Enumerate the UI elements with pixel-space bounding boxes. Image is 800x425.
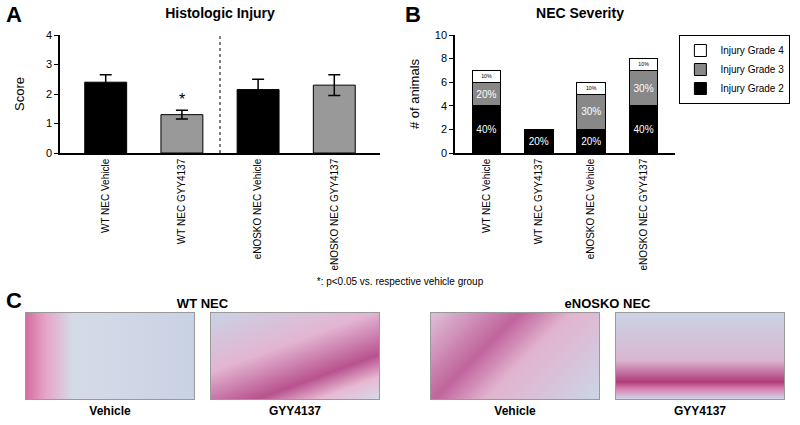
html-text:eNOSKO NEC: eNOSKO NEC bbox=[564, 296, 651, 311]
svg-text:eNOSKO NEC GYY4137: eNOSKO NEC GYY4137 bbox=[329, 158, 340, 270]
html-text:Vehicle: Vehicle bbox=[89, 404, 131, 418]
svg-text:4: 4 bbox=[46, 29, 52, 41]
svg-text:10%: 10% bbox=[586, 85, 597, 91]
html-text:*: p<0.05 vs. respective vehic: *: p<0.05 vs. respective vehicle group bbox=[316, 276, 484, 287]
svg-text:eNOSKO NEC Vehicle: eNOSKO NEC Vehicle bbox=[585, 158, 596, 259]
html-text:WT NEC: WT NEC bbox=[176, 296, 229, 311]
svg-text:3: 3 bbox=[46, 58, 52, 70]
svg-text:eNOSKO NEC GYY4137: eNOSKO NEC GYY4137 bbox=[638, 158, 649, 270]
svg-text:Histologic Injury: Histologic Injury bbox=[165, 5, 275, 21]
html-text:A: A bbox=[6, 2, 22, 27]
svg-text:NEC Severity: NEC Severity bbox=[536, 5, 624, 21]
svg-text:0: 0 bbox=[46, 147, 52, 159]
svg-text:Injury Grade 3: Injury Grade 3 bbox=[720, 64, 784, 75]
svg-text:WT NEC GYY4137: WT NEC GYY4137 bbox=[176, 158, 187, 244]
html-text:C: C bbox=[6, 288, 22, 313]
svg-text:6: 6 bbox=[441, 76, 447, 88]
svg-text:Score: Score bbox=[12, 77, 27, 111]
svg-text:0: 0 bbox=[441, 147, 447, 159]
svg-text:WT NEC Vehicle: WT NEC Vehicle bbox=[481, 158, 492, 233]
html-text:B: B bbox=[405, 2, 421, 27]
html-text:Vehicle: Vehicle bbox=[494, 404, 536, 418]
svg-text:10: 10 bbox=[435, 29, 447, 41]
svg-text:WT NEC Vehicle: WT NEC Vehicle bbox=[100, 158, 111, 233]
svg-text:20%: 20% bbox=[476, 89, 496, 100]
svg-text:4: 4 bbox=[441, 100, 447, 112]
svg-text:30%: 30% bbox=[581, 106, 601, 117]
svg-text:2: 2 bbox=[46, 88, 52, 100]
svg-text:Injury Grade 4: Injury Grade 4 bbox=[720, 45, 784, 56]
svg-text:1: 1 bbox=[46, 117, 52, 129]
html-text:GYY4137: GYY4137 bbox=[269, 404, 321, 418]
svg-text:WT NEC GYY4137: WT NEC GYY4137 bbox=[533, 158, 544, 244]
svg-text:40%: 40% bbox=[476, 124, 496, 135]
svg-text:40%: 40% bbox=[634, 124, 654, 135]
svg-text:Injury Grade 2: Injury Grade 2 bbox=[720, 83, 784, 94]
svg-text:8: 8 bbox=[441, 52, 447, 64]
svg-text:10%: 10% bbox=[481, 73, 492, 79]
svg-text:2: 2 bbox=[441, 123, 447, 135]
svg-text:*: * bbox=[179, 91, 185, 108]
svg-text:20%: 20% bbox=[529, 136, 549, 147]
svg-text:10%: 10% bbox=[638, 61, 649, 67]
svg-text:20%: 20% bbox=[581, 136, 601, 147]
svg-text:30%: 30% bbox=[634, 83, 654, 94]
svg-text:# of animals: # of animals bbox=[407, 58, 422, 129]
svg-text:eNOSKO NEC Vehicle: eNOSKO NEC Vehicle bbox=[252, 158, 263, 259]
html-text:GYY4137: GYY4137 bbox=[674, 404, 726, 418]
